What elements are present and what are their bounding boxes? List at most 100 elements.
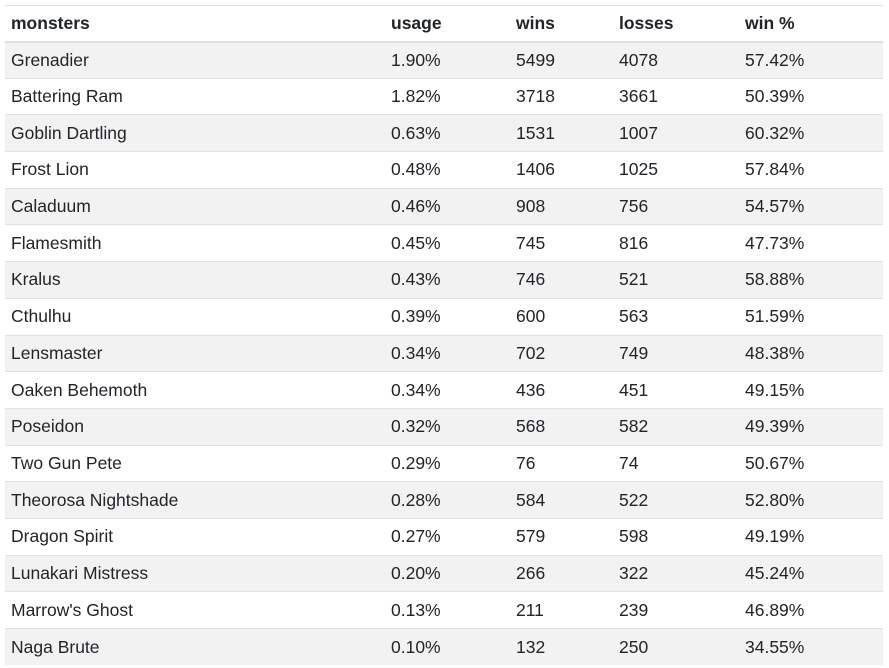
usage-cell: 0.32% xyxy=(385,407,510,446)
losses-cell: 1007 xyxy=(613,114,739,152)
usage-cell: 0.34% xyxy=(385,334,510,372)
usage-cell: 0.29% xyxy=(385,444,510,482)
usage-cell: 0.34% xyxy=(385,371,510,409)
table-body: Grenadier 1.90% 5499 4078 57.42% Battering Ra… xyxy=(5,41,883,666)
losses-cell: 74 xyxy=(613,444,739,482)
monster-stats-table: monsters usage wins losses win % Grenadi… xyxy=(5,5,883,666)
table-row: Caladuum 0.46% 908 756 54.57% xyxy=(5,187,883,225)
usage-cell: 0.43% xyxy=(385,261,510,299)
table-row: Grenadier 1.90% 5499 4078 57.42% xyxy=(5,41,883,79)
monster-name-cell: Kralus xyxy=(5,261,385,299)
wins-cell: 436 xyxy=(510,371,613,409)
usage-cell: 0.63% xyxy=(385,114,510,152)
win-percent-cell: 50.67% xyxy=(739,444,883,482)
losses-cell: 749 xyxy=(613,334,739,372)
wins-cell: 5499 xyxy=(510,41,613,79)
table-row: Frost Lion 0.48% 1406 1025 57.84% xyxy=(5,151,883,189)
table-row: Kralus 0.43% 746 521 58.88% xyxy=(5,261,883,299)
monster-name-cell: Dragon Spirit xyxy=(5,517,385,556)
table-row: Oaken Behemoth 0.34% 436 451 49.15% xyxy=(5,371,883,409)
monster-stats-table-container: monsters usage wins losses win % Grenadi… xyxy=(5,5,883,666)
table-row: Cthulhu 0.39% 600 563 51.59% xyxy=(5,297,883,335)
wins-cell: 1406 xyxy=(510,151,613,189)
table-row: Flamesmith 0.45% 745 816 47.73% xyxy=(5,224,883,262)
wins-cell: 584 xyxy=(510,481,613,519)
wins-cell: 702 xyxy=(510,334,613,372)
win-percent-cell: 49.15% xyxy=(739,371,883,409)
win-percent-cell: 46.89% xyxy=(739,591,883,629)
win-percent-cell: 48.38% xyxy=(739,334,883,372)
wins-cell: 745 xyxy=(510,224,613,262)
wins-cell: 1531 xyxy=(510,114,613,152)
wins-cell: 76 xyxy=(510,444,613,482)
losses-cell: 250 xyxy=(613,628,739,666)
monster-name-cell: Poseidon xyxy=(5,407,385,446)
table-row: Lunakari Mistress 0.20% 266 322 45.24% xyxy=(5,554,883,592)
losses-cell: 816 xyxy=(613,224,739,262)
monster-name-cell: Oaken Behemoth xyxy=(5,371,385,409)
losses-cell: 521 xyxy=(613,261,739,299)
table-row: Two Gun Pete 0.29% 76 74 50.67% xyxy=(5,444,883,482)
table-row: Naga Brute 0.10% 132 250 34.55% xyxy=(5,628,883,666)
monster-name-cell: Cthulhu xyxy=(5,297,385,335)
losses-cell: 582 xyxy=(613,407,739,446)
table-row: Marrow's Ghost 0.13% 211 239 46.89% xyxy=(5,591,883,629)
usage-cell: 0.13% xyxy=(385,591,510,629)
losses-cell: 522 xyxy=(613,481,739,519)
table-row: Theorosa Nightshade 0.28% 584 522 52.80% xyxy=(5,481,883,519)
wins-cell: 579 xyxy=(510,517,613,556)
column-header-wins: wins xyxy=(510,5,613,43)
monster-name-cell: Caladuum xyxy=(5,187,385,225)
monster-name-cell: Lensmaster xyxy=(5,334,385,372)
win-percent-cell: 49.19% xyxy=(739,517,883,556)
monster-name-cell: Frost Lion xyxy=(5,151,385,189)
monster-name-cell: Theorosa Nightshade xyxy=(5,481,385,519)
losses-cell: 1025 xyxy=(613,151,739,189)
wins-cell: 3718 xyxy=(510,77,613,115)
losses-cell: 563 xyxy=(613,297,739,335)
wins-cell: 211 xyxy=(510,591,613,629)
wins-cell: 568 xyxy=(510,407,613,446)
usage-cell: 0.48% xyxy=(385,151,510,189)
table-row: Dragon Spirit 0.27% 579 598 49.19% xyxy=(5,517,883,556)
losses-cell: 3661 xyxy=(613,77,739,115)
win-percent-cell: 45.24% xyxy=(739,554,883,592)
losses-cell: 598 xyxy=(613,517,739,556)
table-row: Lensmaster 0.34% 702 749 48.38% xyxy=(5,334,883,372)
losses-cell: 451 xyxy=(613,371,739,409)
table-header: monsters usage wins losses win % xyxy=(5,5,883,43)
usage-cell: 1.90% xyxy=(385,41,510,79)
table-row: Goblin Dartling 0.63% 1531 1007 60.32% xyxy=(5,114,883,152)
monster-name-cell: Marrow's Ghost xyxy=(5,591,385,629)
win-percent-cell: 60.32% xyxy=(739,114,883,152)
wins-cell: 266 xyxy=(510,554,613,592)
column-header-win-percent: win % xyxy=(739,5,883,43)
usage-cell: 0.46% xyxy=(385,187,510,225)
monster-name-cell: Grenadier xyxy=(5,41,385,79)
usage-cell: 0.28% xyxy=(385,481,510,519)
wins-cell: 908 xyxy=(510,187,613,225)
losses-cell: 322 xyxy=(613,554,739,592)
usage-cell: 0.27% xyxy=(385,517,510,556)
monster-name-cell: Battering Ram xyxy=(5,77,385,115)
win-percent-cell: 34.55% xyxy=(739,628,883,666)
win-percent-cell: 51.59% xyxy=(739,297,883,335)
win-percent-cell: 54.57% xyxy=(739,187,883,225)
win-percent-cell: 50.39% xyxy=(739,77,883,115)
losses-cell: 4078 xyxy=(613,41,739,79)
header-row: monsters usage wins losses win % xyxy=(5,5,883,43)
monster-name-cell: Lunakari Mistress xyxy=(5,554,385,592)
monster-name-cell: Goblin Dartling xyxy=(5,114,385,152)
table-row: Battering Ram 1.82% 3718 3661 50.39% xyxy=(5,77,883,115)
monster-name-cell: Naga Brute xyxy=(5,628,385,666)
usage-cell: 0.39% xyxy=(385,297,510,335)
losses-cell: 239 xyxy=(613,591,739,629)
wins-cell: 600 xyxy=(510,297,613,335)
column-header-monsters: monsters xyxy=(5,5,385,43)
losses-cell: 756 xyxy=(613,187,739,225)
usage-cell: 0.20% xyxy=(385,554,510,592)
win-percent-cell: 49.39% xyxy=(739,407,883,446)
monster-name-cell: Two Gun Pete xyxy=(5,444,385,482)
win-percent-cell: 57.84% xyxy=(739,151,883,189)
usage-cell: 1.82% xyxy=(385,77,510,115)
